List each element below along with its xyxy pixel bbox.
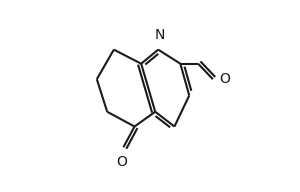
- Text: O: O: [116, 155, 128, 169]
- Text: O: O: [219, 72, 230, 86]
- Text: N: N: [154, 27, 165, 41]
